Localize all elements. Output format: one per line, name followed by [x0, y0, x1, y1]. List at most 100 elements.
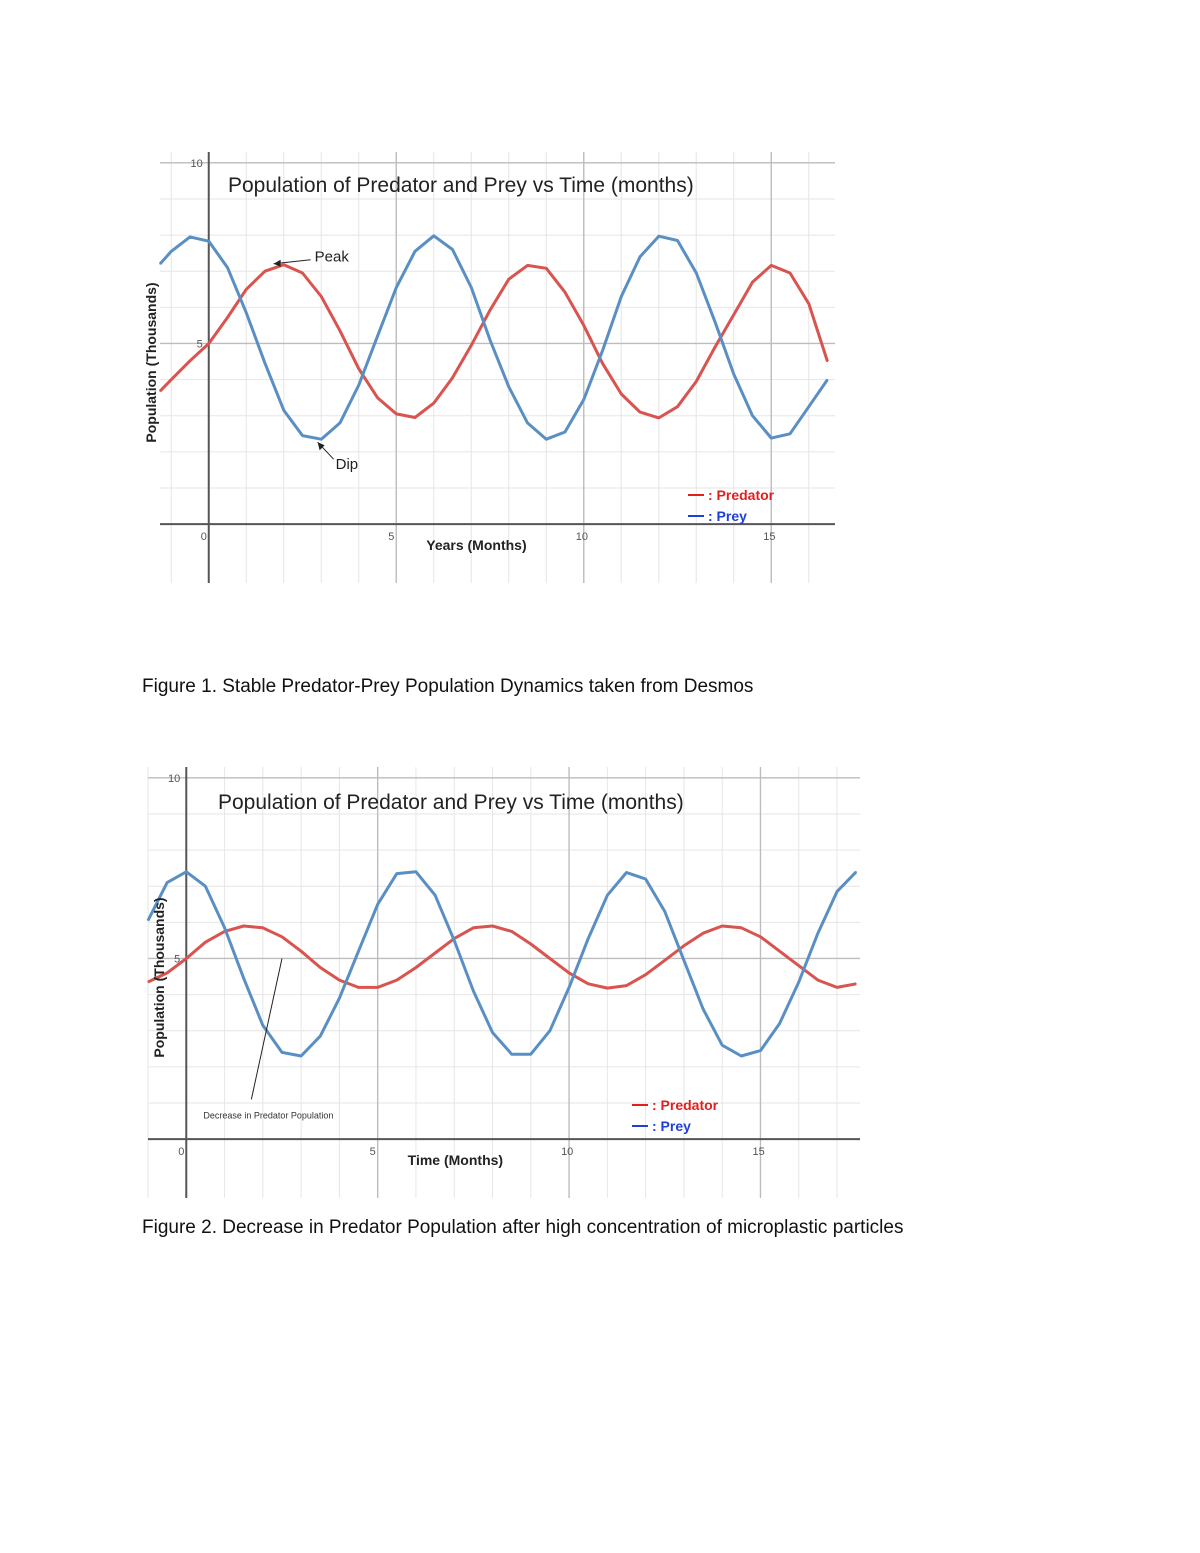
data-point [147, 981, 149, 983]
data-point [855, 983, 857, 985]
data-point [281, 936, 283, 938]
data-point [339, 422, 341, 424]
data-point [301, 272, 304, 274]
data-point [377, 986, 379, 988]
data-point [453, 939, 455, 942]
data-point [664, 959, 666, 961]
y-tick-label: 10 [168, 773, 180, 785]
data-point [511, 1053, 513, 1055]
data-point [223, 927, 226, 929]
data-point [396, 872, 398, 875]
data-point [300, 950, 302, 952]
data-point [568, 986, 570, 988]
data-point [511, 930, 513, 932]
data-point [338, 997, 340, 999]
data-point [226, 267, 229, 269]
annotation-dip: Dip [336, 456, 359, 473]
series-points-prey [147, 871, 857, 1057]
data-point [695, 380, 697, 383]
x-axis-label: Time (Months) [408, 1152, 503, 1168]
data-point [695, 272, 697, 274]
data-point [320, 438, 322, 440]
data-point [620, 393, 622, 395]
minor-grid [160, 152, 835, 583]
y-tick-label: 10 [191, 158, 203, 170]
data-point [185, 871, 187, 873]
data-point [376, 397, 379, 399]
data-point [166, 882, 168, 884]
data-point [545, 438, 547, 440]
data-point [601, 362, 604, 364]
legend-label-predator: : Predator [652, 1097, 719, 1113]
data-point [702, 932, 704, 934]
y-tick-label: 5 [174, 953, 180, 965]
data-point [508, 386, 510, 388]
data-point [204, 941, 207, 943]
data-point [491, 1031, 494, 1034]
data-point [826, 378, 829, 381]
data-point [283, 409, 285, 411]
data-point [243, 925, 245, 927]
data-point [817, 979, 819, 981]
chart-svg: 0 5 10 15 5 10 Population of Predator and Prey… [143, 152, 835, 583]
data-point [395, 286, 397, 289]
data-point [676, 406, 679, 408]
data-point [583, 324, 585, 327]
data-point [683, 959, 685, 961]
data-point [377, 903, 379, 905]
data-point [798, 981, 800, 983]
legend-label-prey: : Prey [652, 1118, 691, 1134]
data-point [300, 1055, 302, 1057]
data-point [740, 927, 742, 929]
x-tick-label: 0 [201, 531, 207, 543]
dip-arrow-head [317, 442, 325, 451]
y-axis-label: Population (Thousands) [143, 282, 159, 442]
data-point [664, 910, 666, 913]
legend: : Predator : Prey [688, 487, 775, 524]
legend-label-predator: : Predator [708, 487, 775, 503]
data-point [472, 990, 474, 992]
data-point [601, 350, 604, 352]
data-point [855, 871, 857, 873]
data-point [676, 239, 679, 242]
annotation-decrease: Decrease in Predator Population [203, 1110, 333, 1120]
data-point [159, 263, 161, 265]
data-point [357, 950, 360, 952]
data-point [721, 925, 723, 927]
data-point [414, 416, 416, 419]
data-point [415, 966, 417, 969]
data-point [808, 406, 810, 408]
data-point [808, 303, 810, 305]
data-point [415, 871, 417, 873]
data-point [658, 235, 660, 237]
x-tick-label: 5 [370, 1146, 376, 1158]
chart-title: Population of Predator and Prey vs Time … [218, 791, 684, 814]
series-points-predator [159, 264, 829, 419]
data-point [526, 264, 529, 267]
data-point [319, 1035, 321, 1037]
data-point [587, 983, 589, 985]
data-point [658, 417, 660, 419]
x-tick-label: 15 [752, 1146, 764, 1158]
data-point [826, 360, 829, 363]
data-point [583, 398, 585, 401]
legend-label-prey: : Prey [708, 508, 747, 524]
data-point [264, 270, 266, 272]
plot-area [160, 152, 835, 553]
x-tick-label: 10 [561, 1146, 573, 1158]
data-point [358, 384, 360, 386]
data-point [789, 272, 791, 274]
data-point [451, 377, 454, 379]
data-point [770, 437, 772, 439]
data-point [395, 413, 397, 415]
figure-1-chart: 0 5 10 15 5 10 Population of Predator and Prey… [140, 140, 840, 585]
data-point [396, 979, 398, 981]
data-point [798, 965, 800, 967]
legend: : Predator : Prey [632, 1097, 719, 1134]
data-point [189, 236, 191, 238]
data-point [549, 957, 551, 960]
data-point [645, 878, 647, 880]
x-axis-label: Years (Months) [426, 537, 526, 553]
data-point [526, 422, 529, 424]
data-point [733, 313, 735, 316]
